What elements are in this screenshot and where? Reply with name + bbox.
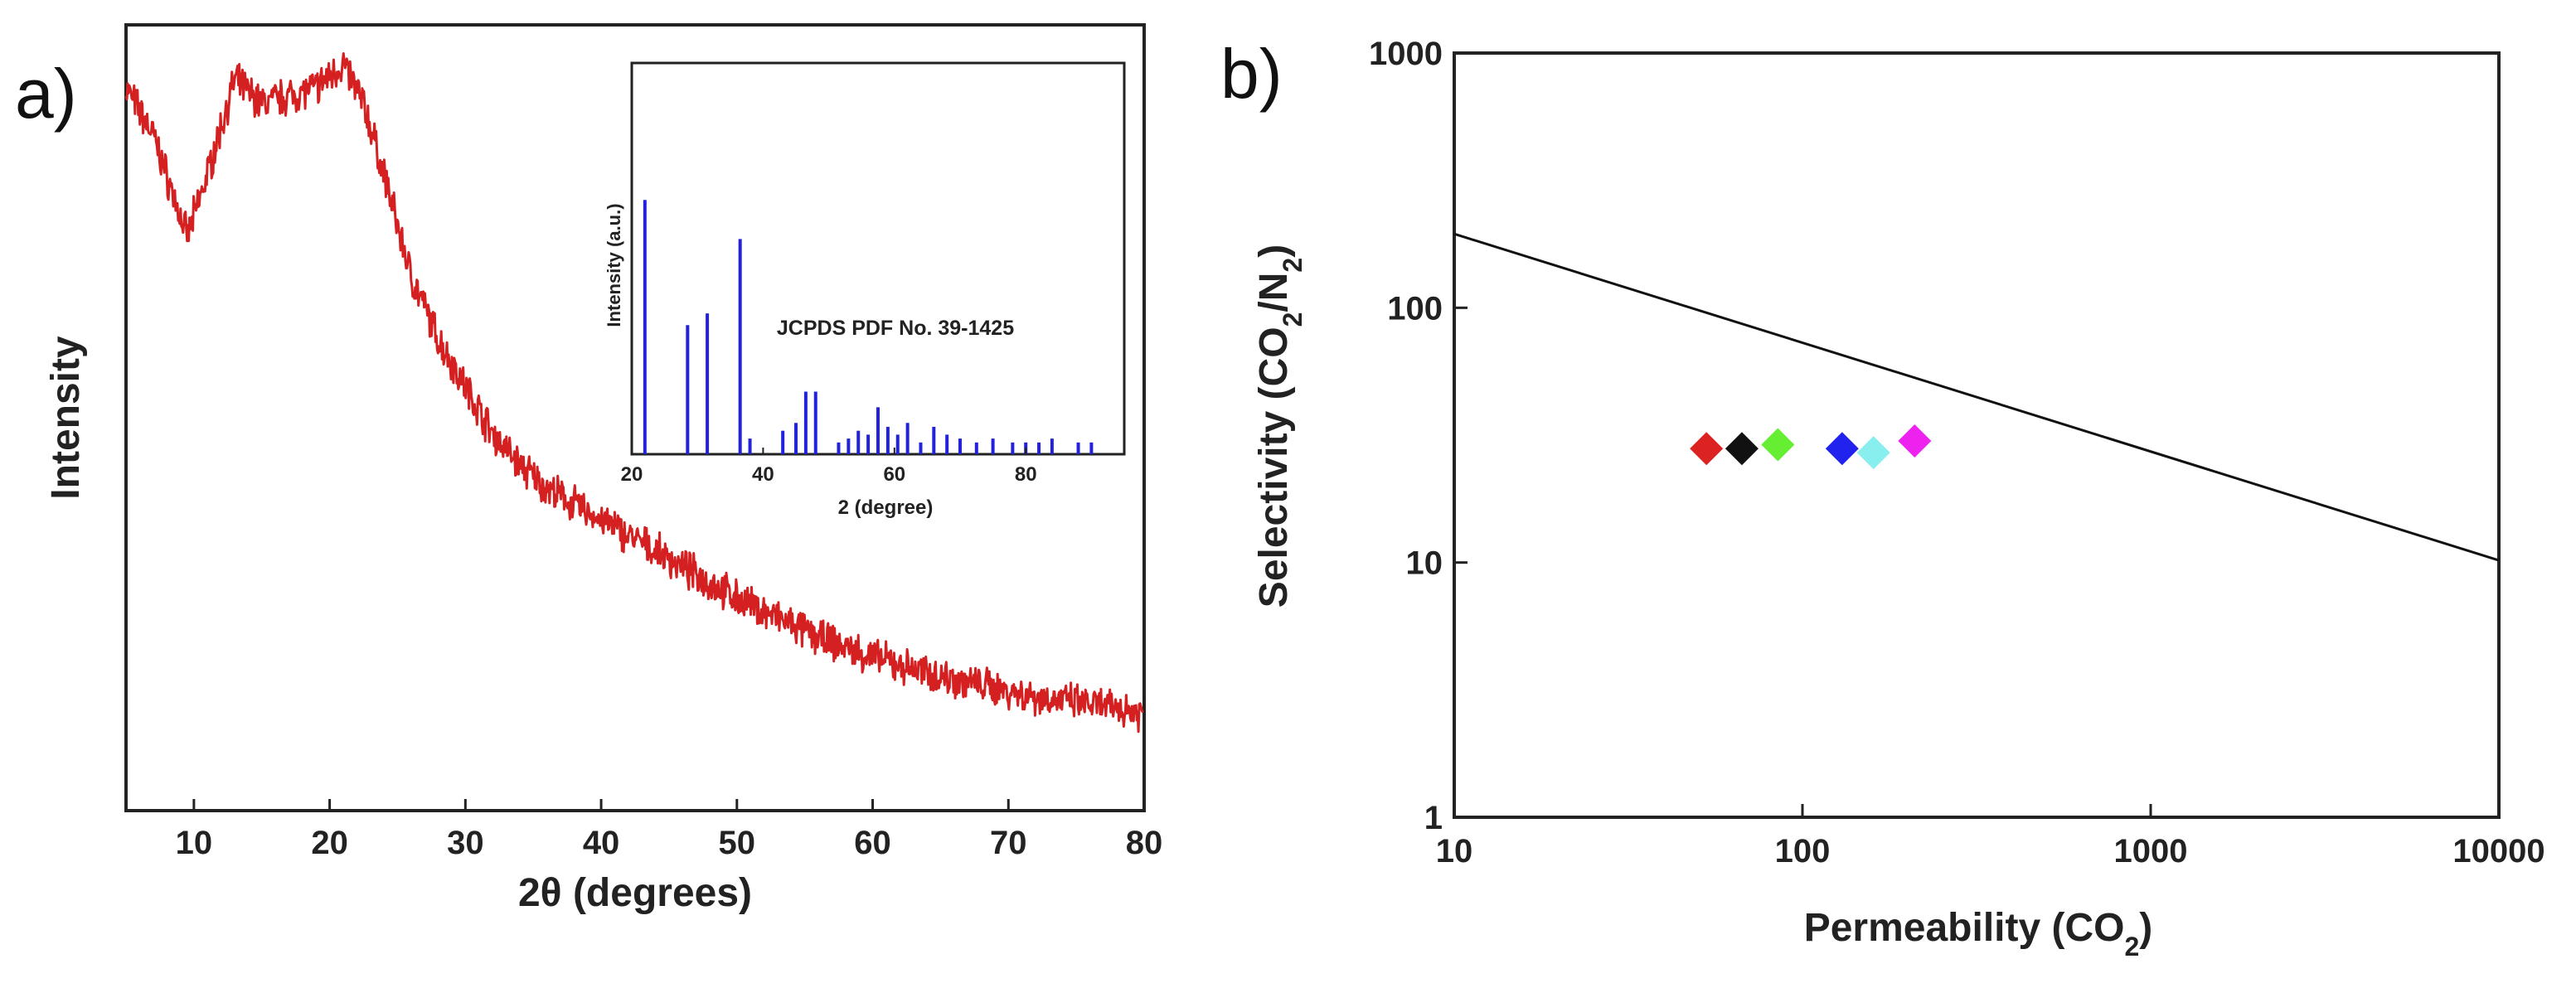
panel-a-label: a) — [15, 55, 77, 133]
robeson-y-tick-label: 10 — [1406, 545, 1443, 582]
xrd-x-tick-label: 70 — [990, 825, 1027, 861]
xrd-x-tick-label: 20 — [311, 825, 348, 861]
membrane-point — [1725, 432, 1759, 466]
panel-a-x-ticks: 10 20 30 40 50 60 70 80 — [176, 799, 1163, 861]
xrd-x-tick-label: 50 — [719, 825, 756, 861]
upper-bound-line — [1453, 232, 2500, 562]
robeson-x-tick-label: 10000 — [2452, 833, 2544, 869]
inset-y-axis-title: Intensity (a.u.) — [604, 203, 624, 327]
inset-x-tick-label: 60 — [883, 463, 905, 486]
membrane-points — [1690, 424, 1932, 470]
panel-b-label: b) — [1220, 35, 1283, 113]
robeson-x-tick-label: 100 — [1775, 833, 1831, 869]
inset-annotation: JCPDS PDF No. 39-1425 — [777, 317, 1014, 340]
panel-a: a) 10 20 30 40 50 60 70 80 2θ (degrees) Intensi… — [15, 23, 1163, 915]
inset-x-tick-label: 20 — [621, 463, 643, 486]
xrd-x-tick-label: 80 — [1126, 825, 1163, 861]
xrd-x-tick-label: 30 — [447, 825, 484, 861]
robeson-x-axis-title: Permeability (CO2) — [1804, 906, 2153, 961]
panel-b-x-ticks: 10 100 1000 10000 — [1436, 804, 2545, 869]
robeson-x-tick-label: 10 — [1436, 833, 1473, 869]
robeson-y-tick-label: 1000 — [1369, 36, 1443, 72]
xrd-y-axis-title: Intensity — [44, 336, 88, 500]
xrd-series-line — [124, 52, 1144, 734]
robeson-y-axis-title: Selectivity (CO2/N2) — [1252, 245, 1307, 608]
panel-b-y-ticks: 1 10 100 1000 — [1369, 36, 1467, 836]
inset-x-tick-label: 80 — [1015, 463, 1037, 486]
membrane-point — [1898, 424, 1932, 458]
inset-reference-pattern: 20 40 60 80 2 (degree) Intensity (a.u.) JCP… — [604, 61, 1126, 519]
membrane-point — [1856, 436, 1890, 470]
membrane-point — [1825, 432, 1859, 466]
xrd-x-tick-label: 10 — [176, 825, 213, 861]
xrd-x-tick-label: 60 — [854, 825, 891, 861]
xrd-x-axis-title: 2θ (degrees) — [518, 871, 752, 915]
membrane-point — [1690, 432, 1724, 466]
robeson-y-tick-label: 1 — [1424, 800, 1443, 836]
robeson-x-tick-label: 1000 — [2114, 833, 2188, 869]
panel-a-frame — [124, 23, 1146, 812]
inset-x-ticks: 20 40 60 80 — [621, 448, 1037, 486]
panel-b-frame — [1453, 51, 2501, 819]
inset-x-tick-label: 40 — [752, 463, 774, 486]
robeson-y-tick-label: 100 — [1387, 290, 1443, 327]
inset-x-axis-title: 2 (degree) — [838, 496, 934, 519]
inset-frame — [630, 61, 1126, 456]
xrd-x-tick-label: 40 — [583, 825, 620, 861]
membrane-point — [1761, 428, 1795, 462]
